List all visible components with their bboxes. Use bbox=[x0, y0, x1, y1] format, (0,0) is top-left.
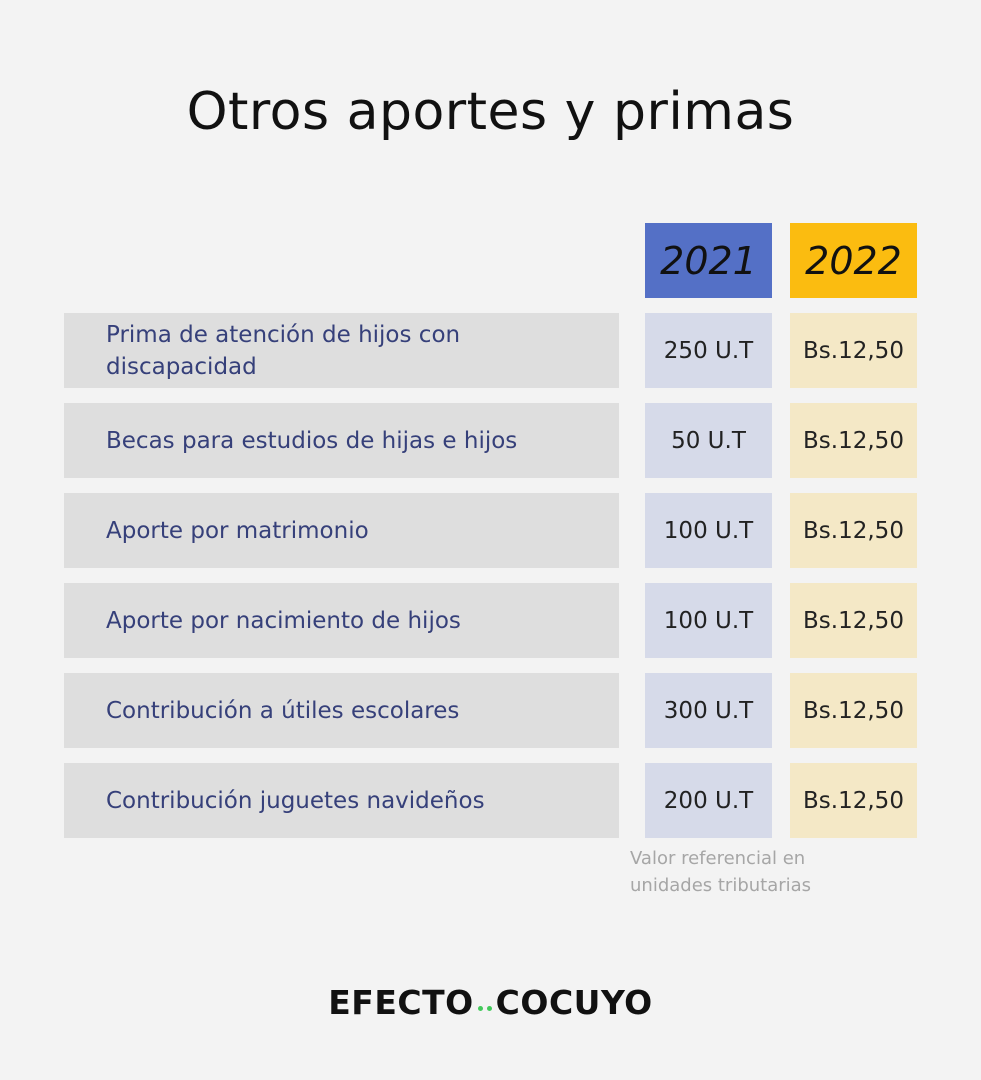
cell-2021-aporte-matrimonio: 100 U.T bbox=[645, 493, 772, 568]
cell-2022-becas-estudios: Bs.12,50 bbox=[790, 403, 917, 478]
cell-2021-prima-hijos-discapacidad: 250 U.T bbox=[645, 313, 772, 388]
logo: EFECTO COCUYO bbox=[0, 983, 981, 1022]
cell-2022-juguetes-navidenos: Bs.12,50 bbox=[790, 763, 917, 838]
row-label-becas-estudios: Becas para estudios de hijas e hijos bbox=[64, 403, 619, 478]
row-label-juguetes-navidenos: Contribución juguetes navideños bbox=[64, 763, 619, 838]
row-label-aporte-nacimiento: Aporte por nacimiento de hijos bbox=[64, 583, 619, 658]
row-label-utiles-escolares: Contribución a útiles escolares bbox=[64, 673, 619, 748]
logo-text-cocuyo: COCUYO bbox=[495, 983, 653, 1022]
cell-2022-utiles-escolares: Bs.12,50 bbox=[790, 673, 917, 748]
logo-dot bbox=[486, 1006, 492, 1011]
logo-dots bbox=[477, 1006, 492, 1011]
cell-2022-aporte-nacimiento: Bs.12,50 bbox=[790, 583, 917, 658]
logo-text-efecto: EFECTO bbox=[328, 983, 474, 1022]
cell-2021-aporte-nacimiento: 100 U.T bbox=[645, 583, 772, 658]
cell-2021-becas-estudios: 50 U.T bbox=[645, 403, 772, 478]
footnote-valor-referencial: Valor referencial en unidades tributaria… bbox=[630, 848, 812, 896]
cell-2022-aporte-matrimonio: Bs.12,50 bbox=[790, 493, 917, 568]
column-header-2022: 2022 bbox=[790, 223, 917, 298]
row-label-aporte-matrimonio: Aporte por matrimonio bbox=[64, 493, 619, 568]
cell-2022-prima-hijos-discapacidad: Bs.12,50 bbox=[790, 313, 917, 388]
page-title: Otros aportes y primas bbox=[186, 82, 795, 142]
cell-2021-juguetes-navidenos: 200 U.T bbox=[645, 763, 772, 838]
logo-dot bbox=[477, 1006, 483, 1011]
column-header-2021: 2021 bbox=[645, 223, 772, 298]
row-label-prima-hijos-discapacidad: Prima de atención de hijos con discapaci… bbox=[64, 313, 619, 388]
cell-2021-utiles-escolares: 300 U.T bbox=[645, 673, 772, 748]
